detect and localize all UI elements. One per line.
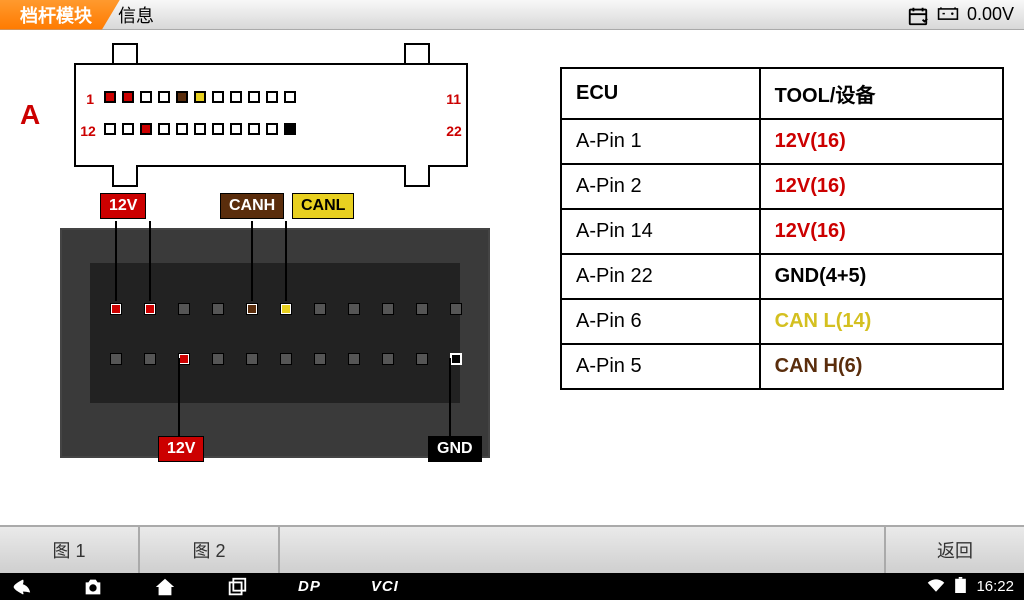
pin-num-22: 22 <box>446 123 462 139</box>
pin <box>230 91 242 103</box>
connector-photo: 12V CANH CANL 12V GND <box>60 193 490 468</box>
button-bar: 图 1 图 2 返回 <box>0 525 1024 573</box>
pin <box>230 123 242 135</box>
cell-val: GND(4+5) <box>760 254 1003 299</box>
voltage-value: 0.00V <box>967 4 1014 25</box>
home-icon[interactable] <box>154 576 176 598</box>
table-row: A-Pin 5CAN H(6) <box>561 344 1003 389</box>
pin <box>266 123 278 135</box>
clock-time: 16:22 <box>976 578 1014 595</box>
fig2-button[interactable]: 图 2 <box>140 527 280 573</box>
table-row: A-Pin 1412V(16) <box>561 209 1003 254</box>
th-tool: TOOL/设备 <box>760 68 1003 119</box>
pin <box>176 123 188 135</box>
pin <box>140 91 152 103</box>
cell-pin: A-Pin 1 <box>561 119 760 164</box>
pin <box>194 123 206 135</box>
table-row: A-Pin 6CAN L(14) <box>561 299 1003 344</box>
cell-val: 12V(16) <box>760 209 1003 254</box>
cell-val: CAN H(6) <box>760 344 1003 389</box>
pin <box>104 123 116 135</box>
pin-num-1: 1 <box>86 91 94 107</box>
status-area: 0.00V <box>907 4 1024 25</box>
cell-val: 12V(16) <box>760 164 1003 209</box>
cell-val: 12V(16) <box>760 119 1003 164</box>
pin-num-12: 12 <box>80 123 96 139</box>
pin <box>194 91 206 103</box>
pin <box>158 123 170 135</box>
pin-table: ECU TOOL/设备 A-Pin 112V(16)A-Pin 212V(16)… <box>560 67 1004 390</box>
left-column: A 1 11 12 22 <box>20 45 540 520</box>
table-row: A-Pin 212V(16) <box>561 164 1003 209</box>
tab-info[interactable]: 信息 <box>106 0 184 30</box>
fig1-button[interactable]: 图 1 <box>0 527 140 573</box>
callout-gnd: GND <box>428 436 482 462</box>
table-row: A-Pin 112V(16) <box>561 119 1003 164</box>
android-navbar: DP VCI 16:22 <box>0 573 1024 600</box>
back-button[interactable]: 返回 <box>884 527 1024 573</box>
cell-pin: A-Pin 2 <box>561 164 760 209</box>
content-area: A 1 11 12 22 <box>0 30 1024 525</box>
pin <box>176 91 188 103</box>
table-row: A-Pin 22GND(4+5) <box>561 254 1003 299</box>
pin <box>284 123 296 135</box>
right-column: ECU TOOL/设备 A-Pin 112V(16)A-Pin 212V(16)… <box>560 45 1004 520</box>
top-bar: 档杆模块 信息 0.00V <box>0 0 1024 30</box>
wifi-icon <box>927 578 945 596</box>
pin <box>122 123 134 135</box>
cell-pin: A-Pin 6 <box>561 299 760 344</box>
cell-pin: A-Pin 5 <box>561 344 760 389</box>
battery-icon <box>937 5 959 25</box>
connector-schematic: A 1 11 12 22 <box>20 45 540 185</box>
pin <box>158 91 170 103</box>
pin <box>248 123 260 135</box>
battery-status-icon <box>955 577 966 597</box>
pin <box>212 91 224 103</box>
cell-val: CAN L(14) <box>760 299 1003 344</box>
back-icon[interactable] <box>10 576 32 598</box>
cell-pin: A-Pin 14 <box>561 209 760 254</box>
pin-num-11: 11 <box>446 91 461 107</box>
dp-label[interactable]: DP <box>298 578 321 595</box>
tab-active[interactable]: 档杆模块 <box>0 0 120 30</box>
pin <box>104 91 116 103</box>
cell-pin: A-Pin 22 <box>561 254 760 299</box>
callout-canl: CANL <box>292 193 354 219</box>
pin <box>248 91 260 103</box>
pin <box>284 91 296 103</box>
th-ecu: ECU <box>561 68 760 119</box>
pin <box>122 91 134 103</box>
pin <box>266 91 278 103</box>
pin <box>212 123 224 135</box>
camera-icon[interactable] <box>82 576 104 598</box>
callout-canh: CANH <box>220 193 284 219</box>
connector-label: A <box>20 99 40 131</box>
pin <box>140 123 152 135</box>
calendar-icon <box>907 5 929 25</box>
callout-12v-2: 12V <box>158 436 204 462</box>
recent-icon[interactable] <box>226 576 248 598</box>
vci-label[interactable]: VCI <box>371 578 399 595</box>
callout-12v-1: 12V <box>100 193 146 219</box>
